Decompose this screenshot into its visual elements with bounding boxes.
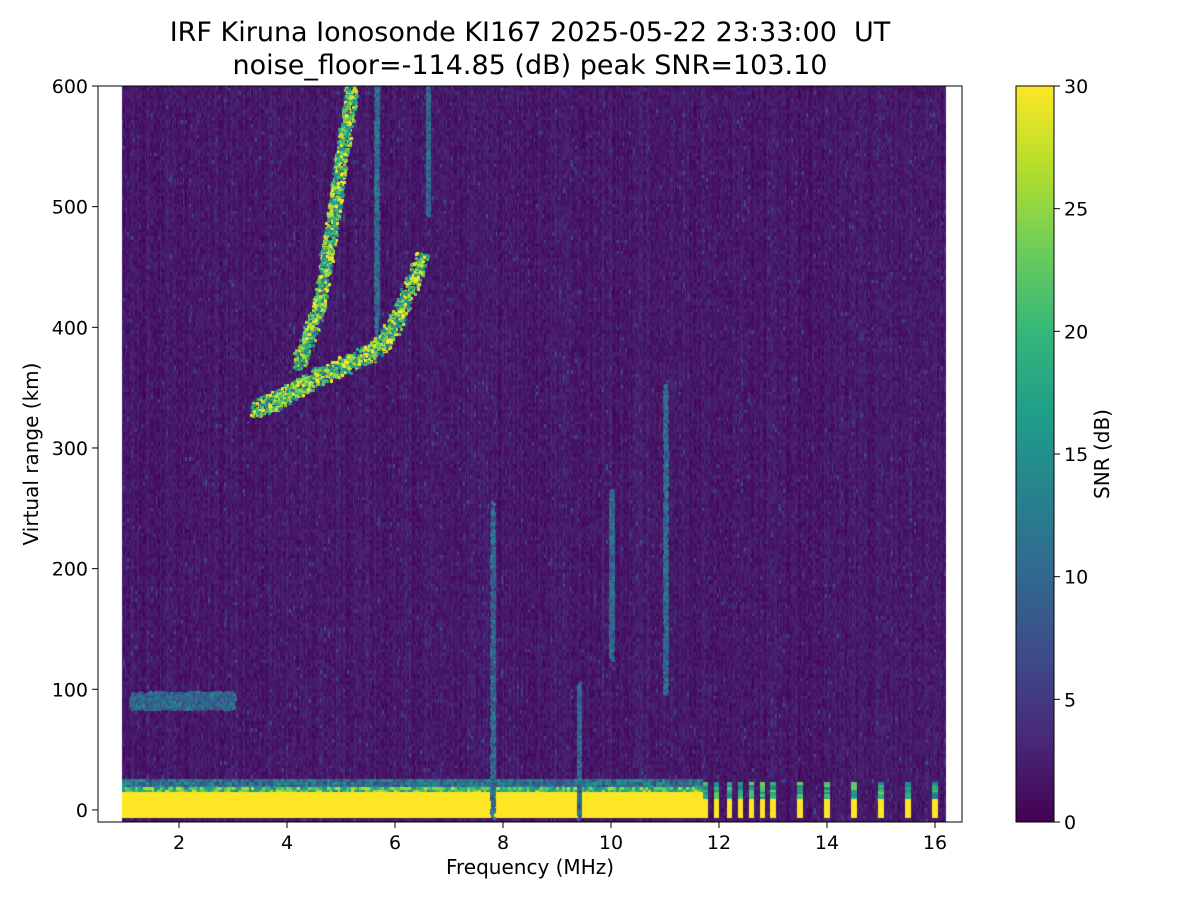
y-tick-label: 0 [76, 800, 88, 822]
x-tick-label: 4 [281, 832, 293, 854]
y-tick-label: 500 [52, 197, 88, 219]
y-tick-label: 600 [52, 76, 88, 98]
colorbar-tick-label: 15 [1064, 444, 1088, 466]
chart-title-line2: noise_floor=-114.85 (dB) peak SNR=103.10 [232, 50, 828, 81]
x-tick-label: 6 [389, 832, 401, 854]
snr-heatmap [98, 86, 962, 822]
colorbar-tick-label: 10 [1064, 567, 1088, 589]
x-tick-label: 8 [497, 832, 509, 854]
y-tick-label: 300 [52, 438, 88, 460]
colorbar-tick-label: 5 [1064, 689, 1076, 711]
x-tick-label: 10 [599, 832, 623, 854]
x-tick-label: 12 [707, 832, 731, 854]
x-tick-label: 14 [815, 832, 839, 854]
x-tick-label: 16 [923, 832, 947, 854]
colorbar-tick-label: 30 [1064, 76, 1088, 98]
y-tick-label: 200 [52, 559, 88, 581]
x-axis-label: Frequency (MHz) [446, 855, 614, 879]
colorbar-label: SNR (dB) [1090, 409, 1114, 499]
colorbar-tick-label: 20 [1064, 321, 1088, 343]
y-axis-label: Virtual range (km) [19, 363, 43, 546]
colorbar-tick-label: 25 [1064, 199, 1088, 221]
y-tick-label: 100 [52, 679, 88, 701]
colorbar-tick-label: 0 [1064, 812, 1076, 834]
y-tick-label: 400 [52, 317, 88, 339]
chart-title-line1: IRF Kiruna Ionosonde KI167 2025-05-22 23… [169, 17, 891, 48]
plot-frame [97, 85, 963, 823]
x-tick-label: 2 [173, 832, 185, 854]
colorbar [1015, 85, 1055, 823]
